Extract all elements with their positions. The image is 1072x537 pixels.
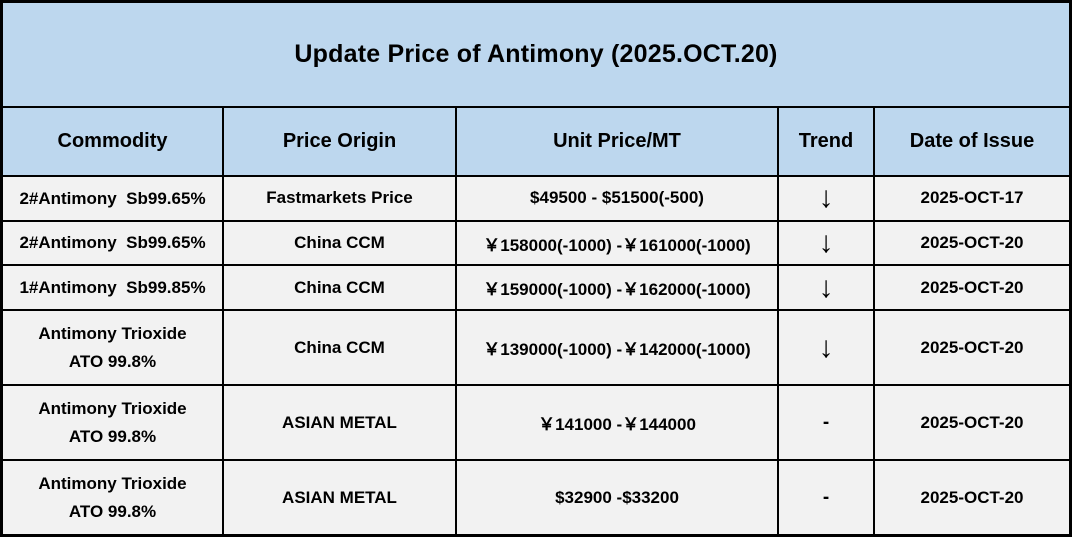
unit-price-cell: ￥139000(-1000) -￥142000(-1000) bbox=[455, 309, 779, 387]
table-row: Antimony Trioxide ATO 99.8% ASIAN METAL … bbox=[3, 459, 1069, 534]
date-of-issue-cell: 2025-OCT-20 bbox=[873, 219, 1069, 267]
col-header-unit-price: Unit Price/MT bbox=[455, 108, 779, 177]
table-row: 2#Antimony Sb99.65% Fastmarkets Price $4… bbox=[3, 175, 1069, 222]
unit-price-cell: $49500 - $51500(-500) bbox=[455, 175, 779, 222]
down-arrow-icon: ↓ bbox=[818, 181, 834, 215]
trend-cell: ↓ bbox=[777, 309, 875, 387]
table-row: Antimony Trioxide ATO 99.8% ASIAN METAL … bbox=[3, 384, 1069, 462]
date-of-issue-cell: 2025-OCT-17 bbox=[873, 175, 1069, 222]
commodity-cell: 2#Antimony Sb99.65% bbox=[3, 175, 224, 222]
unit-price-cell: ￥159000(-1000) -￥162000(-1000) bbox=[455, 264, 779, 312]
table-row: 1#Antimony Sb99.85% China CCM ￥159000(-1… bbox=[3, 264, 1069, 312]
price-origin-cell: China CCM bbox=[222, 219, 457, 267]
price-table: Commodity Price Origin Unit Price/MT Tre… bbox=[3, 108, 1069, 534]
commodity-cell: 2#Antimony Sb99.65% bbox=[3, 219, 224, 267]
commodity-cell: Antimony Trioxide ATO 99.8% bbox=[3, 459, 224, 534]
trend-cell: - bbox=[777, 459, 875, 534]
price-origin-cell: ASIAN METAL bbox=[222, 459, 457, 534]
trend-cell: ↓ bbox=[777, 175, 875, 222]
date-of-issue-cell: 2025-OCT-20 bbox=[873, 309, 1069, 387]
col-header-trend: Trend bbox=[777, 108, 875, 177]
trend-cell: ↓ bbox=[777, 219, 875, 267]
page-title: Update Price of Antimony (2025.OCT.20) bbox=[3, 3, 1069, 108]
price-origin-cell: ASIAN METAL bbox=[222, 384, 457, 462]
table-row: Antimony Trioxide ATO 99.8% China CCM ￥1… bbox=[3, 309, 1069, 387]
down-arrow-icon: ↓ bbox=[818, 270, 834, 304]
down-arrow-icon: ↓ bbox=[818, 330, 834, 364]
price-origin-cell: Fastmarkets Price bbox=[222, 175, 457, 222]
date-of-issue-cell: 2025-OCT-20 bbox=[873, 384, 1069, 462]
commodity-cell: Antimony Trioxide ATO 99.8% bbox=[3, 384, 224, 462]
price-origin-cell: China CCM bbox=[222, 309, 457, 387]
commodity-cell: 1#Antimony Sb99.85% bbox=[3, 264, 224, 312]
flat-trend-dash: - bbox=[822, 486, 830, 508]
unit-price-cell: ￥141000 -￥144000 bbox=[455, 384, 779, 462]
unit-price-cell: ￥158000(-1000) -￥161000(-1000) bbox=[455, 219, 779, 267]
commodity-cell: Antimony Trioxide ATO 99.8% bbox=[3, 309, 224, 387]
table-row: 2#Antimony Sb99.65% China CCM ￥158000(-1… bbox=[3, 219, 1069, 267]
col-header-date-of-issue: Date of Issue bbox=[873, 108, 1069, 177]
down-arrow-icon: ↓ bbox=[818, 226, 834, 260]
trend-cell: - bbox=[777, 384, 875, 462]
header-row: Commodity Price Origin Unit Price/MT Tre… bbox=[3, 108, 1069, 177]
date-of-issue-cell: 2025-OCT-20 bbox=[873, 264, 1069, 312]
unit-price-cell: $32900 -$33200 bbox=[455, 459, 779, 534]
date-of-issue-cell: 2025-OCT-20 bbox=[873, 459, 1069, 534]
col-header-price-origin: Price Origin bbox=[222, 108, 457, 177]
trend-cell: ↓ bbox=[777, 264, 875, 312]
flat-trend-dash: - bbox=[822, 411, 830, 433]
price-origin-cell: China CCM bbox=[222, 264, 457, 312]
col-header-commodity: Commodity bbox=[3, 108, 224, 177]
